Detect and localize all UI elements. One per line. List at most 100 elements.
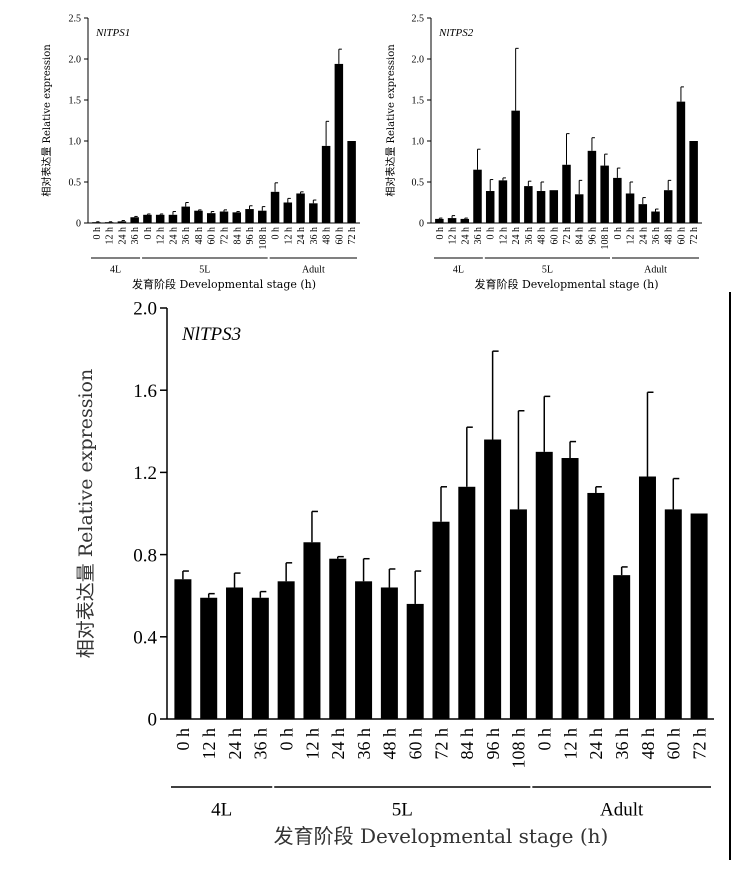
bar <box>347 141 356 223</box>
bar <box>651 211 660 223</box>
bar <box>458 486 476 719</box>
y-axis-label: 相对表达量 Relative expression <box>40 44 53 197</box>
category-label: 36 h <box>181 227 192 245</box>
group-label: 5L <box>199 265 210 276</box>
bar <box>473 169 482 223</box>
category-label: 0 h <box>535 728 555 751</box>
category-label: 84 h <box>575 227 586 245</box>
bar <box>562 164 571 223</box>
category-label: 48 h <box>322 227 333 245</box>
y-tick-label: 2.5 <box>69 14 82 25</box>
bar <box>334 63 344 223</box>
bar <box>168 214 178 223</box>
y-tick-label: 0 <box>148 710 158 731</box>
category-label: 36 h <box>354 728 374 760</box>
bar <box>536 191 546 223</box>
category-label: 60 h <box>664 728 684 760</box>
bar <box>226 587 244 719</box>
category-label: 12 h <box>156 227 167 245</box>
category-label: 48 h <box>194 227 205 245</box>
category-label: 72 h <box>431 728 451 760</box>
category-label: 36 h <box>524 227 535 245</box>
y-tick-label: 0.5 <box>412 178 425 189</box>
group-label: Adult <box>644 265 667 276</box>
group-label: 4L <box>110 265 121 276</box>
bar <box>406 603 424 719</box>
x-axis-label: 发育阶段 Developmental stage (h) <box>474 277 658 291</box>
bar <box>321 145 331 223</box>
bar <box>283 202 293 223</box>
y-tick-label: 0.4 <box>133 627 157 648</box>
bar <box>143 214 152 223</box>
bar <box>663 190 673 223</box>
bar <box>174 579 192 719</box>
bar <box>181 206 190 223</box>
category-label: 0 h <box>435 227 446 240</box>
bar <box>484 439 502 719</box>
bar <box>296 193 305 223</box>
y-axis-label: 相对表达量 Relative expression <box>384 44 397 197</box>
category-label: 24 h <box>511 227 522 245</box>
bar <box>613 575 631 719</box>
bar <box>200 597 218 719</box>
bar <box>498 180 508 223</box>
category-label: 0 h <box>271 227 282 240</box>
category-label: 24 h <box>225 728 245 760</box>
bar <box>117 221 127 223</box>
category-label: 0 h <box>143 227 154 240</box>
bar <box>435 218 444 223</box>
category-label: 72 h <box>689 728 709 760</box>
right-border-line <box>729 292 731 860</box>
bar <box>130 217 139 223</box>
x-axis-label: 发育阶段 Developmental stage (h) <box>132 277 316 291</box>
category-label: 72 h <box>689 227 700 245</box>
category-label: 36 h <box>251 728 271 760</box>
category-label: 60 h <box>405 728 425 760</box>
bar <box>245 209 254 223</box>
category-label: 24 h <box>586 728 606 760</box>
bar <box>638 204 648 223</box>
category-label: 24 h <box>168 227 179 245</box>
category-label: 60 h <box>207 227 218 245</box>
bar <box>587 492 605 719</box>
category-label: 24 h <box>328 728 348 760</box>
bar <box>303 542 321 719</box>
group-label: Adult <box>302 265 325 276</box>
group-label: 5L <box>542 265 553 276</box>
category-label: 48 h <box>664 227 675 245</box>
bar <box>380 587 398 719</box>
category-label: 48 h <box>638 728 658 760</box>
category-label: 24 h <box>296 227 307 245</box>
bar <box>690 513 708 719</box>
category-label: 108 h <box>258 227 269 250</box>
category-label: 96 h <box>587 227 598 245</box>
category-label: 12 h <box>626 227 637 245</box>
group-label: Adult <box>600 800 644 821</box>
category-label: 36 h <box>612 728 632 760</box>
bar <box>511 110 520 223</box>
category-label: 24 h <box>460 227 471 245</box>
category-label: 0 h <box>486 227 497 240</box>
category-label: 0 h <box>173 728 193 751</box>
bar <box>689 141 698 223</box>
category-label: 12 h <box>105 227 116 245</box>
bar <box>587 150 597 223</box>
category-label: 60 h <box>334 227 345 245</box>
category-label: 60 h <box>676 227 687 245</box>
category-label: 0 h <box>92 227 103 240</box>
y-tick-label: 0.5 <box>69 178 82 189</box>
y-tick-label: 2.0 <box>133 299 157 320</box>
category-label: 12 h <box>302 728 322 760</box>
y-axis-label: 相对表达量 Relative expression <box>75 369 97 658</box>
bar <box>194 210 203 223</box>
category-label: 12 h <box>199 728 219 760</box>
x-axis-label: 发育阶段 Developmental stage (h) <box>274 824 609 848</box>
bar <box>155 214 165 223</box>
bar <box>549 190 559 223</box>
group-label: 4L <box>211 800 232 821</box>
category-label: 60 h <box>549 227 560 245</box>
y-tick-label: 2.0 <box>69 55 82 66</box>
category-label: 36 h <box>309 227 320 245</box>
bar <box>574 194 584 223</box>
